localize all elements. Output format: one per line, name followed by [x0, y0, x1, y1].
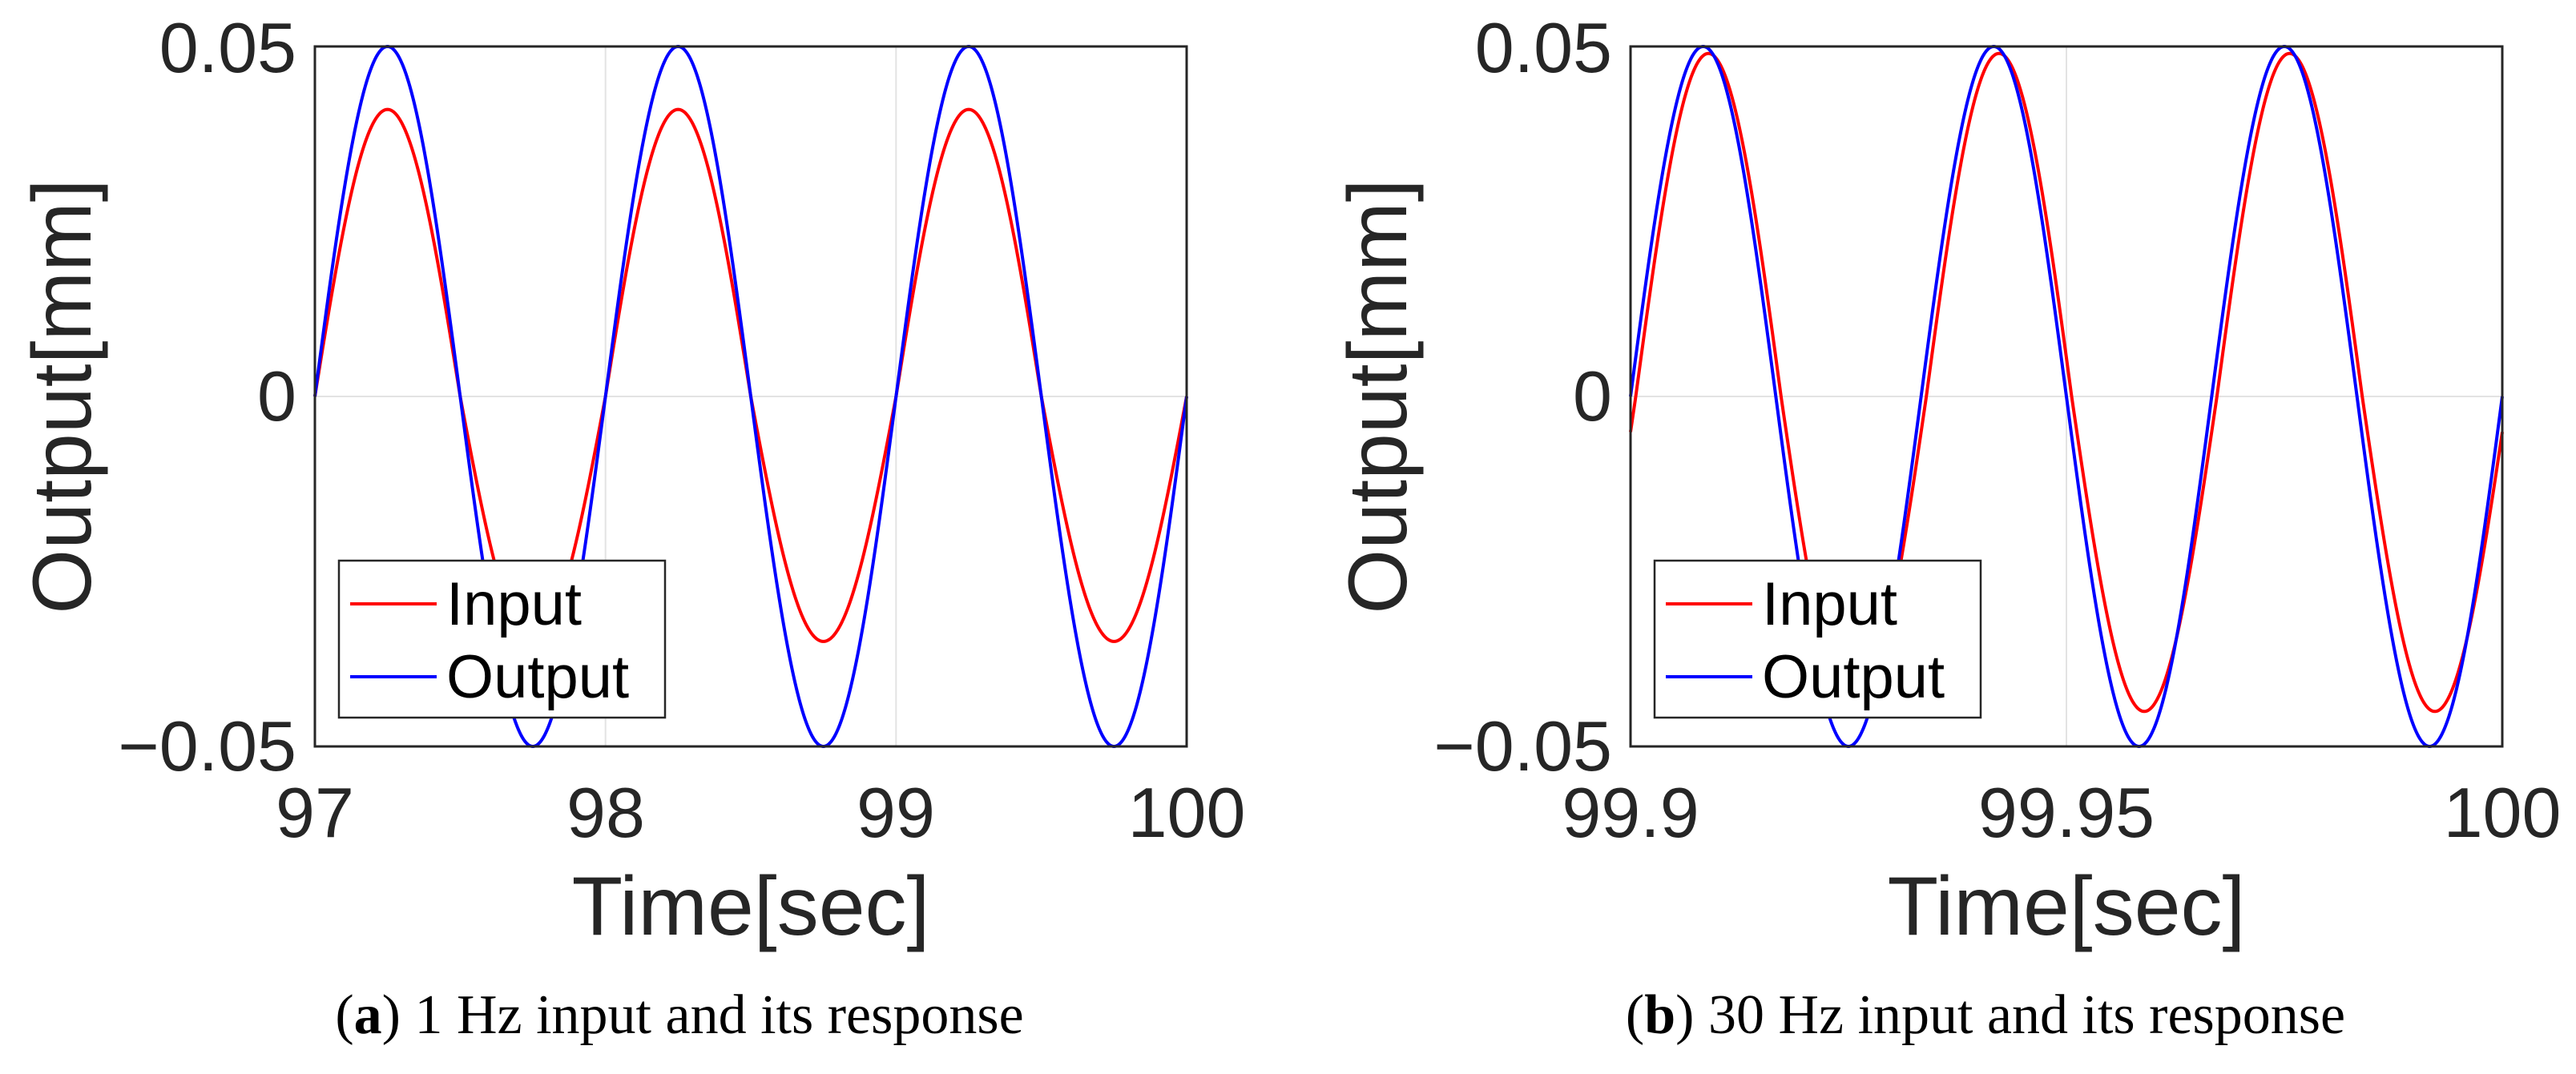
axes-box-a: [313, 45, 1188, 748]
caption-letter-b: b: [1644, 984, 1675, 1046]
y-axis-label-b: Output[mm]: [1332, 179, 1425, 613]
series-lines-a: [313, 44, 1188, 749]
x-tick-label: 100: [1128, 773, 1246, 852]
y-tick-labels-a: 0.05 0 −0.05: [118, 8, 296, 786]
y-tick-label: 0.05: [159, 8, 296, 87]
y-tick-label: −0.05: [1433, 706, 1612, 786]
series-line-input: [1629, 51, 2504, 714]
caption-a: (a) 1 Hz input and its response: [335, 984, 1023, 1046]
legend-a: Input Output: [337, 559, 667, 719]
caption-text-b: 30 Hz input and its response: [1694, 984, 2345, 1046]
caption-text-a: 1 Hz input and its response: [401, 984, 1024, 1046]
y-tick-label: 0: [257, 356, 296, 436]
series-line-output: [313, 44, 1188, 749]
panel-b: 0.05 0 −0.05 99.9 99.95 100 Time[sec] Ou…: [1332, 8, 2561, 1046]
panel-a: 0.05 0 −0.05 97 98 99 100 Time[sec] Outp…: [16, 8, 1245, 1046]
x-tick-label: 98: [566, 773, 645, 852]
y-tick-labels-b: 0.05 0 −0.05: [1433, 8, 1612, 786]
caption-b: (b) 30 Hz input and its response: [1626, 984, 2345, 1046]
x-axis-label-b: Time[sec]: [1888, 860, 2246, 953]
x-tick-label: 97: [276, 773, 354, 852]
x-tick-label: 99.9: [1562, 773, 1699, 852]
y-tick-label: −0.05: [118, 706, 296, 786]
series-line-output: [1629, 44, 2504, 749]
x-tick-label: 99.95: [1978, 773, 2155, 852]
axes-box-b: [1629, 45, 2504, 748]
caption-letter-a: a: [354, 984, 382, 1046]
legend-box-b: [1653, 559, 1982, 719]
legend-b: Input Output: [1653, 559, 1982, 719]
series-lines-b: [1629, 44, 2504, 749]
legend-label-output: Output: [1762, 643, 1945, 711]
legend-label-input: Input: [446, 570, 582, 638]
x-tick-label: 99: [857, 773, 935, 852]
x-tick-label: 100: [2444, 773, 2562, 852]
legend-label-output: Output: [446, 643, 629, 711]
x-tick-labels-a: 97 98 99 100: [276, 773, 1245, 852]
legend-label-input: Input: [1762, 570, 1897, 638]
x-axis-label-a: Time[sec]: [572, 860, 930, 953]
y-axis-label-a: Output[mm]: [16, 179, 109, 613]
legend-box-a: [337, 559, 667, 719]
y-tick-label: 0: [1573, 356, 1612, 436]
y-tick-label: 0.05: [1475, 8, 1612, 87]
x-tick-labels-b: 99.9 99.95 100: [1562, 773, 2561, 852]
